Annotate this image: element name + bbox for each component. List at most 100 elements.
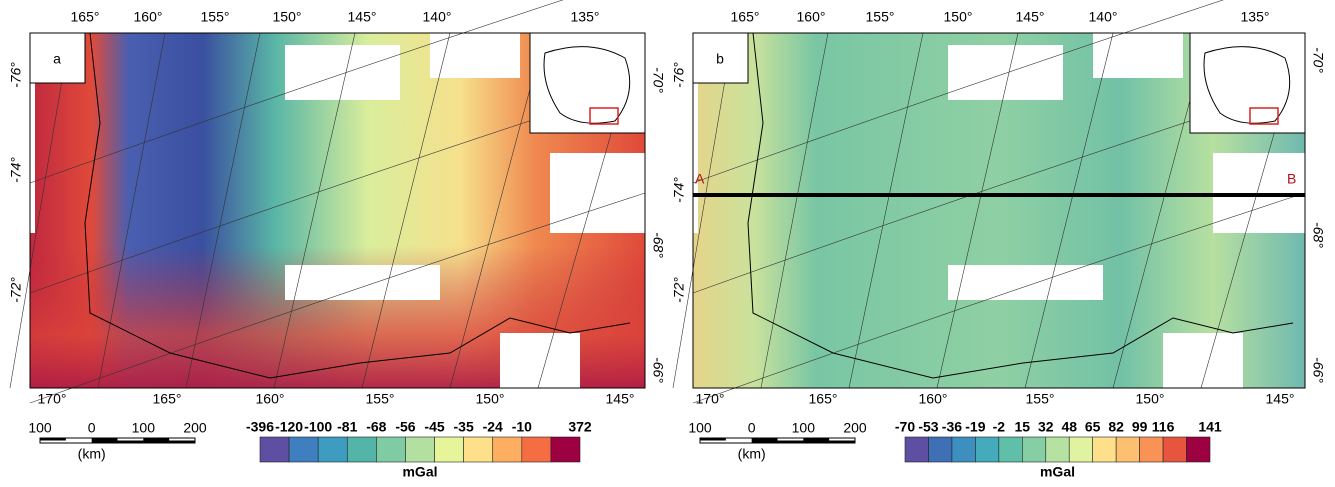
panel-label: a <box>53 51 61 67</box>
lat-label: -70° <box>650 67 666 93</box>
colorbar-swatch <box>905 437 928 462</box>
colorbar-label: -120 <box>275 419 303 435</box>
colorbar-label: -2 <box>993 419 1006 435</box>
figure: a 165° 160° 155° 150° 145° 140° 135° 170° 165° 160… <box>0 0 1335 482</box>
colorbar-swatch <box>1093 437 1116 462</box>
colorbar-swatch <box>1140 437 1163 462</box>
lat-label: -66° <box>1310 357 1326 383</box>
colorbar-label: -70 <box>895 419 915 435</box>
colorbar-label: 141 <box>1198 419 1222 435</box>
scale-segment <box>752 438 778 441</box>
scale-segment <box>92 441 195 444</box>
lon-label: 155° <box>1026 391 1055 407</box>
scale-unit: (km) <box>738 446 766 462</box>
colorbar-label: -100 <box>304 419 332 435</box>
no-data-area <box>1163 333 1243 388</box>
colorbar-swatch <box>289 437 318 462</box>
lon-label: 145° <box>1016 9 1045 25</box>
colorbar-unit: mGal <box>402 464 437 480</box>
lat-label: -68° <box>650 232 666 258</box>
lon-label: 170° <box>38 391 67 407</box>
lon-label: 135° <box>1241 9 1270 25</box>
lat-label: -72° <box>8 277 24 303</box>
colorbar-label: 82 <box>1108 419 1124 435</box>
no-data-area <box>550 153 645 233</box>
scale-segment <box>40 438 66 441</box>
scale-label: 200 <box>843 420 867 436</box>
colorbar-swatch <box>405 437 434 462</box>
scale-label: 0 <box>88 420 96 436</box>
lon-label: 160° <box>797 9 826 25</box>
scale-segment <box>700 438 726 441</box>
scale-label: 100 <box>28 420 52 436</box>
colorbar-swatch <box>435 437 464 462</box>
colorbar-unit: mGal <box>1040 464 1075 480</box>
colorbar-swatch <box>493 437 522 462</box>
colorbar-swatch <box>1163 437 1186 462</box>
scale-segment <box>752 441 855 444</box>
no-data-area <box>948 45 1063 100</box>
lat-label: -68° <box>1310 222 1326 248</box>
panel-label: b <box>716 51 724 67</box>
scale-label: 0 <box>748 420 756 436</box>
scale-label: 200 <box>183 420 207 436</box>
lon-label: 150° <box>944 9 973 25</box>
colorbar-swatch <box>260 437 289 462</box>
lon-label: 145° <box>1266 391 1295 407</box>
colorbar-label: -45 <box>424 419 444 435</box>
colorbar-label: 116 <box>1152 419 1175 435</box>
panels: a 165° 160° 155° 150° 145° 140° 135° 170° 165° 160… <box>8 0 1327 480</box>
colorbar-swatch <box>376 437 405 462</box>
colorbar-swatch <box>1069 437 1092 462</box>
no-data-area <box>285 45 400 100</box>
scale-segment <box>92 438 118 441</box>
colorbar-swatch <box>551 437 580 462</box>
lon-label: 135° <box>571 9 600 25</box>
lon-label: 165° <box>731 9 760 25</box>
lon-label: 165° <box>153 391 182 407</box>
lat-label: -72° <box>671 277 687 303</box>
scale-segment <box>143 438 169 441</box>
colorbar-swatch <box>952 437 975 462</box>
lon-label: 140° <box>1089 9 1118 25</box>
colorbar-swatch <box>1187 437 1210 462</box>
profile-end: B <box>1287 171 1296 187</box>
lat-label: -66° <box>650 357 666 383</box>
map-panel: a165°160°155°150°145°140°135°170°165°160… <box>8 0 667 480</box>
colorbar-label: -53 <box>918 419 938 435</box>
no-data-area <box>285 265 440 300</box>
lat-label: -76° <box>671 62 687 88</box>
colorbar-swatch <box>522 437 551 462</box>
scale-label: 100 <box>688 420 712 436</box>
scale-label: 100 <box>792 420 816 436</box>
colorbar-label: -35 <box>454 419 474 435</box>
lat-label: -74° <box>671 177 687 203</box>
colorbar-swatch <box>347 437 376 462</box>
lon-label: 155° <box>866 9 895 25</box>
colorbar-label: -19 <box>965 419 985 435</box>
colorbar-swatch <box>999 437 1022 462</box>
scale-unit: (km) <box>78 446 106 462</box>
scale-segment <box>803 438 829 441</box>
lon-label: 160° <box>919 391 948 407</box>
colorbar-swatch <box>318 437 347 462</box>
lon-label: 170° <box>696 391 725 407</box>
lon-label: 160° <box>256 391 285 407</box>
lat-label: -70° <box>1310 47 1326 73</box>
no-data-area <box>500 333 580 388</box>
lon-label: 145° <box>348 9 377 25</box>
lon-label: 160° <box>134 9 163 25</box>
colorbar-label: -24 <box>483 419 503 435</box>
colorbar-label: 15 <box>1015 419 1031 435</box>
lon-label: 150° <box>1136 391 1165 407</box>
lon-label: 165° <box>809 391 838 407</box>
colorbar-label: -396 <box>246 419 274 435</box>
colorbar-label: -68 <box>366 419 386 435</box>
colorbar-label: -10 <box>512 419 532 435</box>
no-data-area <box>1093 33 1183 78</box>
colorbar-label: -36 <box>942 419 962 435</box>
lon-label: 165° <box>71 9 100 25</box>
lon-label: 140° <box>423 9 452 25</box>
colorbar-label: 48 <box>1061 419 1077 435</box>
